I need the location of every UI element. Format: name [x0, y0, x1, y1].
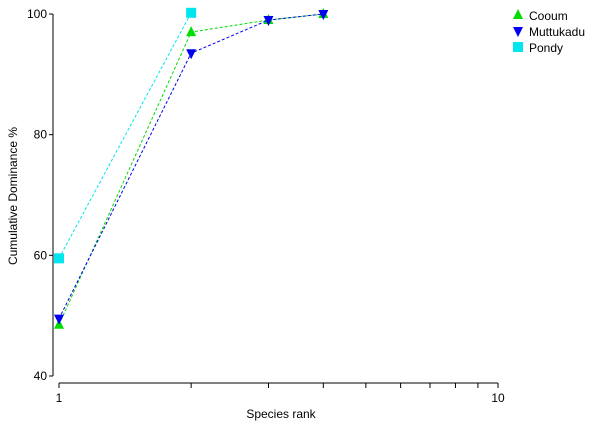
series-line [58, 13, 324, 319]
y-tick-label: 60 [34, 248, 48, 262]
legend: Cooum Muttukadu Pondy [513, 9, 585, 55]
legend-label: Cooum [529, 9, 568, 23]
data-point [54, 314, 64, 325]
legend-label: Muttukadu [529, 25, 585, 39]
data-point [186, 7, 197, 18]
data-point [186, 26, 197, 37]
y-tick-label: 40 [34, 369, 48, 383]
x-tick-label: 10 [491, 391, 505, 405]
legend-marker [513, 42, 523, 52]
y-tick-label: 100 [27, 7, 47, 21]
legend-marker [513, 27, 523, 37]
data-point [318, 10, 329, 20]
y-axis: 40 60 80 100 [27, 7, 54, 383]
y-tick-label: 80 [34, 128, 48, 142]
series-line [58, 12, 192, 259]
data-point [263, 16, 274, 27]
series-pondy [54, 7, 197, 264]
series-line [58, 13, 324, 325]
y-axis-title: Cumulative Dominance % [6, 127, 20, 265]
x-axis: 1 10 [56, 382, 505, 405]
legend-marker [513, 9, 523, 19]
legend-item: Cooum [513, 9, 568, 23]
x-axis-title: Species rank [246, 407, 316, 421]
legend-item: Pondy [513, 41, 563, 55]
legend-label: Pondy [529, 41, 563, 55]
data-point [186, 49, 197, 60]
x-tick-label: 1 [56, 391, 63, 405]
series-muttukadu [54, 10, 329, 325]
legend-item: Muttukadu [513, 25, 585, 39]
data-point [54, 253, 64, 264]
series-layer [54, 7, 329, 329]
